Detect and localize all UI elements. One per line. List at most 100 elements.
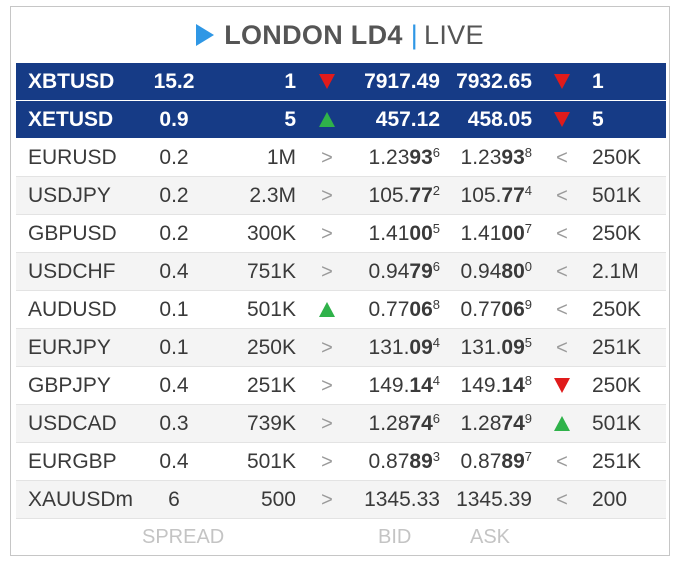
ask-cell: 458.05	[444, 100, 536, 139]
bid-size: 300K	[214, 214, 302, 253]
quote-row[interactable]: AUDUSD 0.1 501K 0.77068 0.77069 <250K	[16, 290, 666, 329]
quote-row[interactable]: EURUSD 0.2 1M >1.23936 1.23938 <250K	[16, 138, 666, 177]
spread-value: 15.2	[134, 63, 214, 101]
bid-size: 751K	[214, 252, 302, 291]
ask-size: 501K	[588, 176, 666, 215]
ask-price-fraction: 0	[524, 258, 532, 274]
ask-cell: 0.77069	[444, 290, 536, 329]
chevron-right-icon: >	[321, 222, 333, 245]
chevron-right-icon: >	[321, 146, 333, 169]
ask-cell: 131.095	[444, 328, 536, 367]
ask-size: 251K	[588, 328, 666, 367]
ask-cell: 1.41007	[444, 214, 536, 253]
ask-direction	[536, 63, 588, 101]
bid-size: 501K	[214, 290, 302, 329]
bid-price-prefix: 0.77	[368, 297, 410, 321]
ask-price-fraction: 9	[524, 410, 532, 426]
bid-size: 500	[214, 480, 302, 519]
quote-row[interactable]: XAUUSDm 6 500 >1345.33 1345.39 <200	[16, 480, 666, 519]
chevron-left-icon: <	[556, 146, 568, 169]
ask-price: 7932.65	[456, 69, 532, 93]
chevron-right-icon: >	[321, 488, 333, 511]
ask-size: 251K	[588, 442, 666, 481]
ask-price-prefix: 131.	[460, 335, 502, 359]
bid-cell: 0.94796	[352, 252, 444, 291]
bid-price-fraction: 8	[432, 296, 440, 312]
ask-direction: <	[536, 252, 588, 291]
bid-cell: 1.23936	[352, 138, 444, 177]
ask-direction: <	[536, 176, 588, 215]
down-arrow-icon	[554, 112, 570, 128]
ask-cell: 0.87897	[444, 442, 536, 481]
symbol: EURJPY	[16, 328, 134, 367]
quote-row[interactable]: USDJPY 0.2 2.3M >105.772 105.774 <501K	[16, 176, 666, 215]
bid-size: 2.3M	[214, 176, 302, 215]
ask-cell: 7932.65	[444, 63, 536, 101]
ask-price: 1345.39	[456, 487, 532, 511]
quote-row[interactable]: XBTUSD 15.2 1 7917.49 7932.65 1	[16, 63, 666, 101]
ask-size: 2.1M	[588, 252, 666, 291]
spread-value: 0.2	[134, 138, 214, 177]
bid-direction: >	[302, 138, 352, 177]
bid-price-pips: 93	[409, 145, 433, 169]
quote-row[interactable]: GBPUSD 0.2 300K >1.41005 1.41007 <250K	[16, 214, 666, 253]
symbol: AUDUSD	[16, 290, 134, 329]
ask-price-prefix: 1.41	[460, 221, 502, 245]
ask-size: 1	[588, 63, 666, 101]
spread-value: 0.1	[134, 290, 214, 329]
up-arrow-icon	[554, 416, 570, 432]
chevron-right-icon: >	[321, 184, 333, 207]
board-header: LONDON LD4 | LIVE	[11, 7, 669, 63]
ask-direction: <	[536, 480, 588, 519]
chevron-left-icon: <	[556, 222, 568, 245]
ask-price-prefix: 1.28	[460, 411, 502, 435]
quote-row[interactable]: USDCAD 0.3 739K >1.28746 1.28749 501K	[16, 404, 666, 443]
bid-direction: >	[302, 480, 352, 519]
chevron-left-icon: <	[556, 260, 568, 283]
bid-direction: >	[302, 366, 352, 405]
ask-price-fraction: 7	[524, 448, 532, 464]
spread-value: 0.3	[134, 404, 214, 443]
ask-direction	[536, 404, 588, 443]
ask-price-prefix: 0.94	[460, 259, 502, 283]
quote-row[interactable]: USDCHF 0.4 751K >0.94796 0.94800 <2.1M	[16, 252, 666, 291]
ask-size: 5	[588, 100, 666, 139]
ask-price-pips: 74	[501, 411, 525, 435]
bid-price-pips: 14	[409, 373, 433, 397]
spread-value: 0.2	[134, 176, 214, 215]
down-arrow-icon	[554, 378, 570, 394]
ask-header: ASK	[470, 526, 511, 548]
symbol: XBTUSD	[16, 63, 134, 101]
quote-row[interactable]: XETUSD 0.9 5 457.12 458.05 5	[16, 100, 666, 139]
symbol: USDJPY	[16, 176, 134, 215]
bid-price-pips: 06	[409, 297, 433, 321]
ask-cell: 105.774	[444, 176, 536, 215]
quote-row[interactable]: EURGBP 0.4 501K >0.87893 0.87897 <251K	[16, 442, 666, 481]
ask-price-fraction: 7	[524, 220, 532, 236]
ask-price: 458.05	[467, 107, 532, 131]
quote-row[interactable]: EURJPY 0.1 250K >131.094 131.095 <251K	[16, 328, 666, 367]
ask-direction: <	[536, 328, 588, 367]
ask-price-pips: 80	[501, 259, 525, 283]
chevron-left-icon: <	[556, 298, 568, 321]
bid-cell: 0.87893	[352, 442, 444, 481]
bid-cell: 1345.33	[352, 480, 444, 519]
play-icon	[196, 24, 215, 46]
price-board: LONDON LD4 | LIVE XBTUSD 15.2 1 7917.49 7932…	[10, 6, 670, 556]
ask-size: 501K	[588, 404, 666, 443]
bid-direction: >	[302, 176, 352, 215]
bid-cell: 149.144	[352, 366, 444, 405]
ask-price-prefix: 1.23	[460, 145, 502, 169]
ask-price-pips: 77	[501, 183, 525, 207]
symbol: EURGBP	[16, 442, 134, 481]
bid-price-fraction: 4	[432, 334, 440, 350]
bid-price-fraction: 6	[432, 258, 440, 274]
bid-price: 7917.49	[364, 69, 440, 93]
bid-size: 250K	[214, 328, 302, 367]
bid-header: BID	[378, 526, 412, 548]
ask-cell: 149.148	[444, 366, 536, 405]
quote-row[interactable]: GBPJPY 0.4 251K >149.144 149.148 250K	[16, 366, 666, 405]
quotes-table: XBTUSD 15.2 1 7917.49 7932.65 1 XETUSD 0.9 5 457.…	[16, 63, 666, 519]
ask-size: 250K	[588, 290, 666, 329]
bid-size: 1	[214, 63, 302, 101]
